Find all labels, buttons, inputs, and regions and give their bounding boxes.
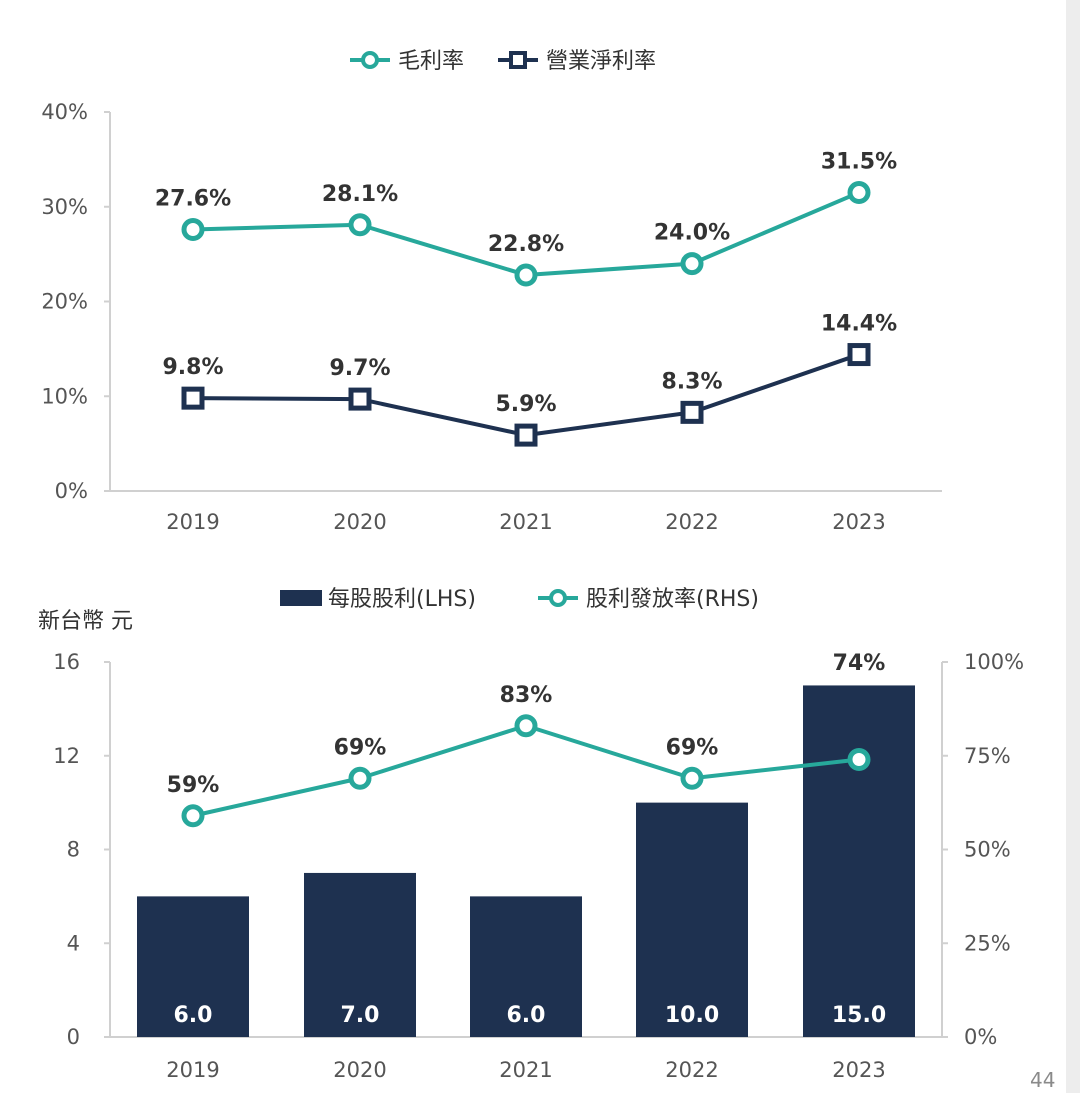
legend-swatch-bar — [280, 590, 322, 606]
data-label: 69% — [334, 735, 387, 760]
data-label: 24.0% — [654, 221, 730, 246]
data-point — [514, 263, 538, 287]
legend-label: 每股股利(LHS) — [328, 587, 476, 612]
bar-value-label: 7.0 — [341, 1003, 380, 1028]
y-left-tick-label: 0 — [67, 1025, 80, 1049]
y-tick-label: 10% — [41, 384, 88, 408]
data-label: 28.1% — [322, 182, 398, 207]
y-left-tick-label: 4 — [67, 931, 80, 955]
data-point — [514, 714, 538, 738]
x-tick-label: 2023 — [832, 1058, 885, 1082]
bar-value-label: 6.0 — [507, 1003, 546, 1028]
data-label: 9.7% — [329, 356, 390, 381]
legend-item: 營業淨利率 — [498, 49, 656, 74]
y-tick-label: 20% — [41, 290, 88, 314]
data-point — [348, 387, 372, 411]
y-tick-label: 40% — [41, 100, 88, 124]
data-label: 9.8% — [162, 355, 223, 380]
x-tick-label: 2019 — [166, 1058, 219, 1082]
legend-label: 營業淨利率 — [546, 49, 656, 74]
data-label: 31.5% — [821, 150, 897, 175]
data-point — [680, 400, 704, 424]
x-tick-label: 2021 — [499, 1058, 552, 1082]
data-point — [680, 252, 704, 276]
data-point — [514, 423, 538, 447]
legend-label: 股利發放率(RHS) — [586, 587, 759, 612]
data-label: 14.4% — [821, 312, 897, 337]
legend-marker-circle — [361, 51, 379, 69]
x-tick-label: 2020 — [333, 510, 386, 534]
legend-item: 每股股利(LHS) — [280, 587, 476, 612]
data-point — [181, 804, 205, 828]
x-tick-label: 2019 — [166, 510, 219, 534]
legend-label: 毛利率 — [398, 49, 464, 74]
bar — [636, 802, 748, 1037]
y-left-tick-label: 16 — [53, 650, 80, 674]
data-point — [348, 213, 372, 237]
bar-value-label: 10.0 — [665, 1003, 719, 1028]
y-tick-label: 30% — [41, 195, 88, 219]
y-right-tick-label: 100% — [964, 650, 1024, 674]
bar — [137, 896, 249, 1037]
bar-value-label: 6.0 — [174, 1003, 213, 1028]
x-tick-label: 2020 — [333, 1058, 386, 1082]
data-label: 59% — [167, 773, 220, 798]
data-label: 74% — [833, 651, 886, 676]
data-label: 69% — [666, 735, 719, 760]
data-label: 8.3% — [661, 369, 722, 394]
data-point — [847, 343, 871, 367]
bar-value-label: 15.0 — [832, 1003, 886, 1028]
data-point — [348, 766, 372, 790]
y-right-tick-label: 75% — [964, 744, 1011, 768]
x-tick-label: 2023 — [832, 510, 885, 534]
y-right-tick-label: 50% — [964, 838, 1011, 862]
y-right-tick-label: 0% — [964, 1025, 997, 1049]
page-number: 44 — [1030, 1068, 1056, 1092]
data-point — [847, 181, 871, 205]
y-left-tick-label: 12 — [53, 744, 80, 768]
bar — [470, 896, 582, 1037]
data-label: 5.9% — [495, 392, 556, 417]
page-edge-strip — [1066, 0, 1080, 1093]
data-label: 22.8% — [488, 232, 564, 257]
legend-marker-circle — [549, 589, 567, 607]
data-label: 83% — [500, 683, 553, 708]
y-tick-label: 0% — [55, 479, 88, 503]
data-label: 27.6% — [155, 186, 231, 211]
y-right-tick-label: 25% — [964, 931, 1011, 955]
legend-marker-square — [509, 51, 527, 69]
margin-line-chart: 0% 10% 20% 30% 40% 2019 2020 2021 2022 2023 毛利率 營業淨… — [41, 49, 942, 534]
x-tick-label: 2022 — [665, 510, 718, 534]
bar — [803, 685, 915, 1037]
unit-label: 新台幣 元 — [38, 609, 133, 634]
bar — [304, 872, 416, 1037]
x-tick-label: 2022 — [665, 1058, 718, 1082]
data-point — [181, 217, 205, 241]
data-point — [181, 386, 205, 410]
data-point — [680, 766, 704, 790]
y-left-tick-label: 8 — [67, 838, 80, 862]
x-tick-label: 2021 — [499, 510, 552, 534]
legend-item: 股利發放率(RHS) — [538, 587, 759, 612]
data-point — [847, 748, 871, 771]
legend-item: 毛利率 — [350, 49, 464, 74]
series-line-payout-ratio — [192, 723, 860, 818]
